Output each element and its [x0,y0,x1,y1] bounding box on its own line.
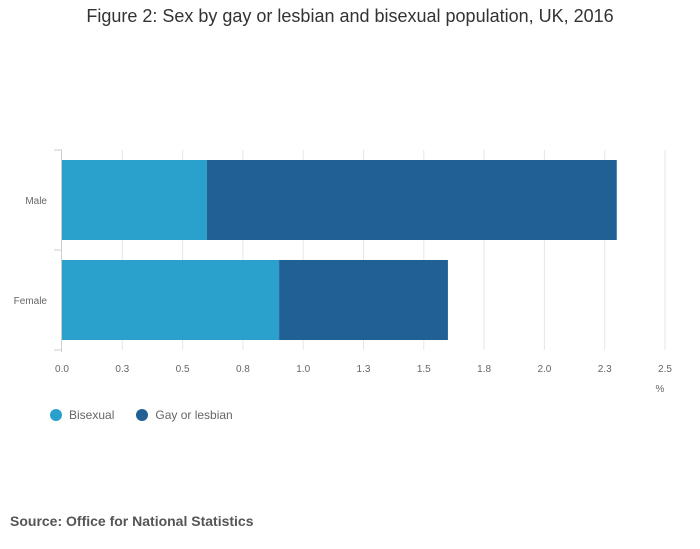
legend-label-gay-or-lesbian: Gay or lesbian [155,408,233,422]
x-tick-label: 0.8 [236,364,250,375]
category-label-female: Female [14,296,48,307]
bar-female-bisexual[interactable] [62,260,280,340]
x-tick-label: 1.3 [357,364,371,375]
x-tick-label: 1.8 [477,364,491,375]
legend-swatch-bisexual [50,409,62,421]
chart-legend: Bisexual Gay or lesbian [50,408,255,422]
bars [62,160,617,340]
category-label-male: Male [25,196,47,207]
legend-swatch-gay-or-lesbian [136,409,149,421]
axes: 0.0 0.3 0.5 0.8 1.0 1.3 1.5 1.8 2.0 2.3 2.5 Male Fem… [14,149,672,375]
source-note: Source: Office for National Statistics [10,513,254,529]
x-tick-label: 0.5 [176,364,190,375]
legend-item-bisexual[interactable]: Bisexual [50,408,114,422]
x-tick-label: 2.5 [658,364,672,375]
x-tick-label: 1.5 [417,364,431,375]
legend-item-gay-or-lesbian[interactable]: Gay or lesbian [136,408,233,422]
bar-male-bisexual[interactable] [62,160,207,240]
x-tick-label: 1.0 [296,364,310,375]
x-axis-unit-label: % [656,384,665,395]
chart-title: Figure 2: Sex by gay or lesbian and bise… [86,6,614,26]
bar-male-gay-or-lesbian[interactable] [206,160,617,240]
bar-female-gay-or-lesbian[interactable] [279,260,448,340]
x-tick-label: 0.3 [115,364,129,375]
x-tick-label: 2.0 [537,364,551,375]
x-tick-label: 2.3 [598,364,612,375]
x-tick-label: 0.0 [55,364,69,375]
legend-label-bisexual: Bisexual [69,408,115,422]
